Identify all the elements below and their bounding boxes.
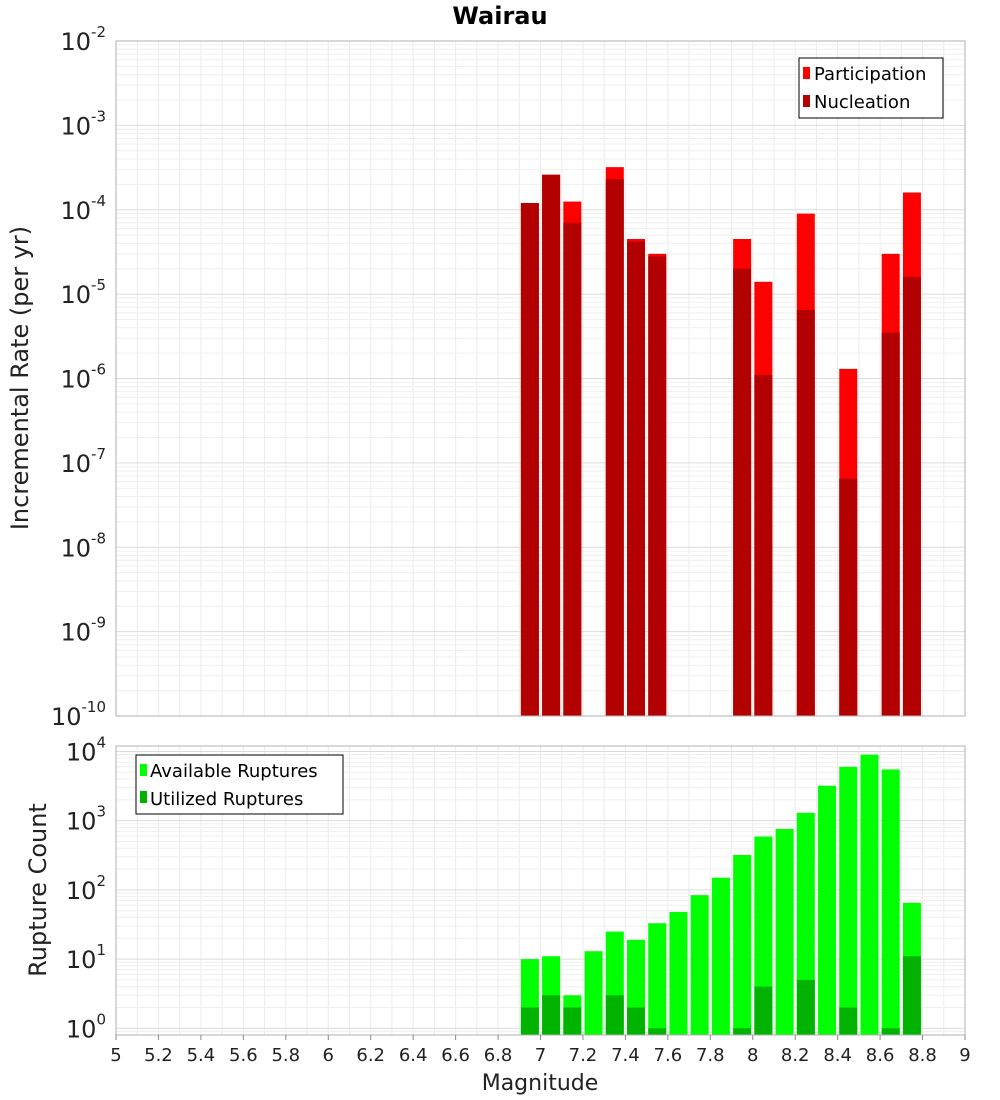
x-tick-label: 7.8 bbox=[696, 1045, 725, 1066]
bottom-y-axis: 100 101 102 103 104 bbox=[66, 733, 106, 1043]
bar-nucleation bbox=[605, 179, 624, 716]
legend-label-nucleation: Nucleation bbox=[814, 92, 910, 113]
x-tick-label: 8 bbox=[747, 1045, 758, 1066]
chart-title: Wairau bbox=[452, 2, 547, 30]
top-y-tick-label: 10-4 bbox=[60, 192, 106, 225]
top-y-tick-label: 10-8 bbox=[60, 529, 106, 562]
legend-swatch-participation bbox=[803, 67, 810, 79]
bottom-y-tick-label: 102 bbox=[66, 872, 106, 905]
x-axis: 5 5.2 5.4 5.6 5.8 6 6.2 6.4 6.6 6.8 7 7.2 7.4 7.6 7.8 8… bbox=[110, 1035, 971, 1066]
top-y-tick-label: 10-10 bbox=[51, 698, 106, 731]
bar-available-ruptures bbox=[584, 951, 603, 1035]
legend-label-participation: Participation bbox=[814, 64, 926, 85]
bar-available-ruptures bbox=[860, 754, 879, 1035]
x-tick-label: 8.2 bbox=[781, 1045, 810, 1066]
bar-nucleation bbox=[796, 309, 815, 716]
bar-utilized-ruptures bbox=[648, 1028, 667, 1035]
bar-nucleation bbox=[520, 203, 539, 716]
bar-available-ruptures bbox=[690, 895, 709, 1035]
x-tick-label: 7.2 bbox=[569, 1045, 598, 1066]
bottom-y-tick-label: 103 bbox=[66, 803, 106, 836]
top-y-tick-label: 10-9 bbox=[60, 614, 106, 647]
x-tick-label: 6.2 bbox=[356, 1045, 385, 1066]
x-tick-label: 5.2 bbox=[144, 1045, 173, 1066]
x-tick-label: 5.6 bbox=[229, 1045, 258, 1066]
x-tick-label: 8.6 bbox=[866, 1045, 895, 1066]
bar-nucleation bbox=[733, 268, 752, 716]
bar-nucleation bbox=[839, 478, 858, 716]
bar-nucleation bbox=[881, 332, 900, 716]
bar-available-ruptures bbox=[818, 785, 837, 1035]
bar-available-ruptures bbox=[733, 854, 752, 1035]
x-tick-label: 6 bbox=[323, 1045, 334, 1066]
bottom-y-tick-label: 104 bbox=[66, 733, 106, 766]
bar-available-ruptures bbox=[881, 769, 900, 1035]
x-tick-label: 9 bbox=[959, 1045, 970, 1066]
bar-nucleation bbox=[563, 222, 582, 716]
bottom-y-tick-label: 100 bbox=[66, 1010, 106, 1043]
bar-utilized-ruptures bbox=[627, 1007, 646, 1035]
top-y-axis-label: Incremental Rate (per yr) bbox=[6, 226, 34, 530]
top-y-tick-label: 10-3 bbox=[60, 107, 106, 140]
bar-utilized-ruptures bbox=[605, 995, 624, 1035]
bottom-y-axis-label: Rupture Count bbox=[24, 803, 52, 977]
x-tick-label: 7.4 bbox=[611, 1045, 640, 1066]
bar-utilized-ruptures bbox=[754, 986, 773, 1035]
x-tick-label: 5.8 bbox=[271, 1045, 300, 1066]
legend-swatch-utilized bbox=[140, 791, 147, 803]
top-legend: Participation Nucleation bbox=[798, 57, 944, 119]
bottom-bars bbox=[520, 754, 921, 1035]
x-tick-label: 6.6 bbox=[441, 1045, 470, 1066]
x-axis-label: Magnitude bbox=[482, 1071, 599, 1096]
legend-swatch-nucleation bbox=[803, 95, 810, 107]
bar-available-ruptures bbox=[648, 923, 667, 1035]
legend-label-available: Available Ruptures bbox=[150, 761, 318, 782]
bar-available-ruptures bbox=[754, 836, 773, 1035]
bar-utilized-ruptures bbox=[902, 956, 921, 1035]
bar-available-ruptures bbox=[796, 812, 815, 1035]
x-tick-label: 7.6 bbox=[654, 1045, 683, 1066]
bar-utilized-ruptures bbox=[733, 1028, 752, 1035]
top-y-tick-label: 10-5 bbox=[60, 276, 106, 309]
bar-nucleation bbox=[648, 256, 667, 716]
bar-available-ruptures bbox=[711, 877, 730, 1035]
x-tick-label: 7 bbox=[535, 1045, 546, 1066]
top-grid bbox=[115, 40, 966, 717]
legend-swatch-available bbox=[140, 764, 147, 776]
x-tick-label: 8.4 bbox=[823, 1045, 852, 1066]
bar-nucleation bbox=[902, 276, 921, 716]
bar-utilized-ruptures bbox=[839, 1007, 858, 1035]
top-y-axis: 10-10 10-9 10-8 10-7 10-6 10-5 10-4 10-3 10-2 bbox=[51, 23, 106, 731]
bottom-legend: Available Ruptures Utilized Ruptures bbox=[135, 754, 344, 815]
bottom-legend-box bbox=[135, 754, 344, 815]
top-y-tick-label: 10-2 bbox=[60, 23, 106, 56]
bar-utilized-ruptures bbox=[881, 1028, 900, 1035]
bottom-y-tick-label: 101 bbox=[66, 941, 106, 974]
bar-available-ruptures bbox=[775, 828, 794, 1035]
top-legend-box bbox=[798, 57, 944, 119]
bar-available-ruptures bbox=[669, 911, 688, 1035]
x-tick-label: 6.4 bbox=[399, 1045, 428, 1066]
top-y-tick-label: 10-6 bbox=[60, 361, 106, 394]
bar-nucleation bbox=[542, 174, 561, 716]
bar-utilized-ruptures bbox=[563, 1007, 582, 1035]
x-tick-label: 8.8 bbox=[908, 1045, 937, 1066]
bar-utilized-ruptures bbox=[796, 979, 815, 1035]
x-tick-label: 6.8 bbox=[484, 1045, 513, 1066]
bar-nucleation bbox=[627, 241, 646, 717]
x-tick-label: 5 bbox=[110, 1045, 121, 1066]
top-plot-frame bbox=[115, 40, 966, 717]
bar-available-ruptures bbox=[839, 766, 858, 1035]
bar-utilized-ruptures bbox=[542, 995, 561, 1035]
x-tick-label: 5.4 bbox=[187, 1045, 216, 1066]
legend-label-utilized: Utilized Ruptures bbox=[150, 789, 303, 810]
bar-utilized-ruptures bbox=[520, 1007, 539, 1035]
bar-nucleation bbox=[754, 375, 773, 716]
top-y-tick-label: 10-7 bbox=[60, 445, 106, 478]
top-bars bbox=[520, 167, 921, 717]
